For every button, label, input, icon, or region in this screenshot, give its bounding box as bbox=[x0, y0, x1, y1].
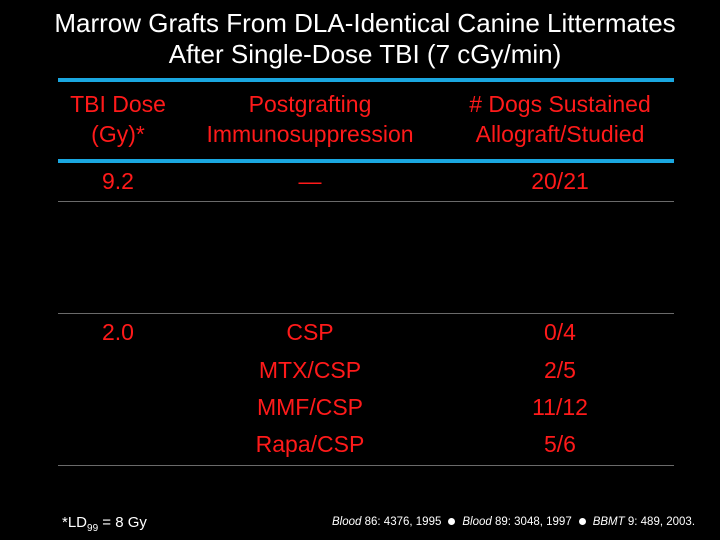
bullet-icon bbox=[578, 517, 586, 525]
title-line-2: After Single-Dose TBI (7 cGy/min) bbox=[168, 39, 562, 69]
ref-2-journal: Blood bbox=[462, 516, 492, 528]
row-separator bbox=[58, 201, 674, 202]
header-tbi-dose: TBI Dose (Gy)* bbox=[58, 89, 178, 149]
header-dogs-line2: Allograft/Studied bbox=[475, 121, 645, 147]
row-2-dose: 2.0 bbox=[102, 319, 134, 345]
row-1-dogs: 20/21 bbox=[531, 168, 589, 194]
row-3-dogs: 2/5 bbox=[544, 357, 576, 383]
header-immuno-line2: Immunosuppression bbox=[206, 121, 414, 147]
footnote-suffix: = 8 Gy bbox=[98, 514, 147, 531]
row-2-immuno: CSP bbox=[286, 319, 334, 345]
references: Blood 86: 4376, 1995 Blood 89: 3048, 1997… bbox=[332, 516, 695, 528]
footnote-subscript: 99 bbox=[87, 523, 99, 534]
ref-1-journal: Blood bbox=[332, 516, 362, 528]
ref-3-journal: BBMT bbox=[592, 516, 625, 528]
row-4-immuno: MMF/CSP bbox=[256, 394, 364, 420]
header-dogs-line1: # Dogs Sustained bbox=[469, 91, 651, 117]
row-separator bbox=[58, 465, 674, 466]
header-bottom-rule bbox=[58, 159, 674, 163]
row-separator bbox=[58, 313, 674, 314]
row-4-dogs: 11/12 bbox=[532, 394, 588, 420]
header-dogs-sustained: # Dogs Sustained Allograft/Studied bbox=[440, 89, 680, 149]
ref-2-citation: 89: 3048, 1997 bbox=[491, 516, 572, 528]
header-tbi-dose-line2: (Gy)* bbox=[91, 121, 145, 147]
row-1-immuno: — bbox=[298, 168, 322, 194]
ld99-footnote: *LD99 = 8 Gy bbox=[62, 514, 147, 534]
ref-3-citation: 9: 489, 2003. bbox=[624, 516, 696, 528]
footnote-prefix: *LD bbox=[62, 514, 88, 531]
title-line-1: Marrow Grafts From DLA-Identical Canine … bbox=[54, 8, 676, 38]
row-3-immuno: MTX/CSP bbox=[258, 357, 362, 383]
bullet-icon bbox=[448, 517, 456, 525]
row-2-dogs: 0/4 bbox=[544, 319, 576, 345]
row-5-immuno: Rapa/CSP bbox=[255, 431, 365, 457]
header-immuno-line1: Postgrafting bbox=[248, 91, 372, 117]
header-tbi-dose-line1: TBI Dose bbox=[70, 91, 166, 117]
row-1-dose: 9.2 bbox=[102, 168, 134, 194]
table-top-rule bbox=[58, 78, 674, 82]
header-immunosuppression: Postgrafting Immunosuppression bbox=[190, 89, 430, 149]
ref-1-citation: 86: 4376, 1995 bbox=[361, 516, 442, 528]
slide-title: Marrow Grafts From DLA-Identical Canine … bbox=[0, 8, 720, 70]
row-5-dogs: 5/6 bbox=[544, 431, 576, 457]
